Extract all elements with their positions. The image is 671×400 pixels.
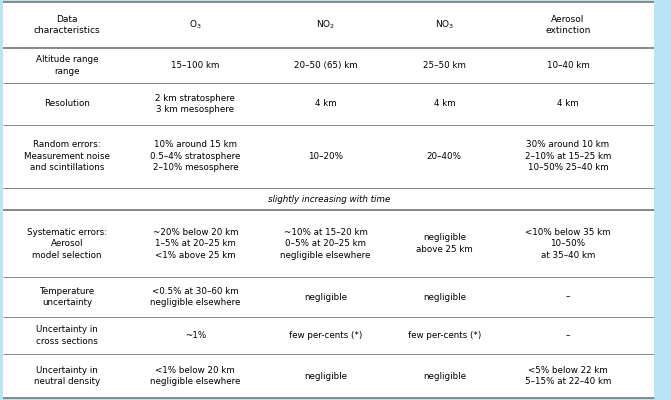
- Text: Systematic errors:
Aerosol
model selection: Systematic errors: Aerosol model selecti…: [27, 228, 107, 260]
- Text: ~20% below 20 km
1–5% at 20–25 km
<1% above 25 km: ~20% below 20 km 1–5% at 20–25 km <1% ab…: [152, 228, 238, 260]
- Text: 10–20%: 10–20%: [308, 152, 343, 161]
- Text: negligible: negligible: [304, 292, 347, 302]
- Text: Resolution: Resolution: [44, 100, 90, 108]
- Text: Aerosol
extinction: Aerosol extinction: [546, 14, 590, 35]
- Text: ~10% at 15–20 km
0–5% at 20–25 km
negligible elsewhere: ~10% at 15–20 km 0–5% at 20–25 km neglig…: [280, 228, 370, 260]
- Text: 20–40%: 20–40%: [427, 152, 462, 161]
- Text: Uncertainty in
cross sections: Uncertainty in cross sections: [36, 326, 98, 346]
- Text: negligible: negligible: [423, 292, 466, 302]
- Text: 10–40 km: 10–40 km: [547, 61, 589, 70]
- Text: NO$_2$: NO$_2$: [316, 18, 336, 31]
- Text: 4 km: 4 km: [315, 100, 336, 108]
- Text: 30% around 10 km
2–10% at 15–25 km
10–50% 25–40 km: 30% around 10 km 2–10% at 15–25 km 10–50…: [525, 140, 611, 172]
- Text: O$_3$: O$_3$: [189, 18, 202, 31]
- Text: 20–50 (65) km: 20–50 (65) km: [294, 61, 358, 70]
- Text: Uncertainty in
neutral density: Uncertainty in neutral density: [34, 366, 100, 386]
- Text: few per-cents (*): few per-cents (*): [407, 331, 481, 340]
- Text: NO$_3$: NO$_3$: [435, 18, 454, 31]
- Text: <0.5% at 30–60 km
negligible elsewhere: <0.5% at 30–60 km negligible elsewhere: [150, 287, 240, 307]
- Text: Temperature
uncertainty: Temperature uncertainty: [39, 287, 95, 307]
- Text: –: –: [566, 331, 570, 340]
- Text: negligible: negligible: [423, 372, 466, 381]
- Text: few per-cents (*): few per-cents (*): [289, 331, 362, 340]
- Text: <1% below 20 km
negligible elsewhere: <1% below 20 km negligible elsewhere: [150, 366, 240, 386]
- Text: negligible: negligible: [304, 372, 347, 381]
- Text: –: –: [566, 292, 570, 302]
- Text: 25–50 km: 25–50 km: [423, 61, 466, 70]
- Text: 4 km: 4 km: [557, 100, 579, 108]
- Text: Data
characteristics: Data characteristics: [34, 14, 100, 35]
- Text: negligible
above 25 km: negligible above 25 km: [416, 233, 472, 254]
- Text: 4 km: 4 km: [433, 100, 455, 108]
- Text: <5% below 22 km
5–15% at 22–40 km: <5% below 22 km 5–15% at 22–40 km: [525, 366, 611, 386]
- Text: 15–100 km: 15–100 km: [171, 61, 219, 70]
- Text: 2 km stratosphere
3 km mesosphere: 2 km stratosphere 3 km mesosphere: [156, 94, 236, 114]
- Text: ~1%: ~1%: [185, 331, 206, 340]
- Text: Random errors:
Measurement noise
and scintillations: Random errors: Measurement noise and sci…: [24, 140, 110, 172]
- Text: slightly increasing with time: slightly increasing with time: [268, 194, 390, 204]
- Text: <10% below 35 km
10–50%
at 35–40 km: <10% below 35 km 10–50% at 35–40 km: [525, 228, 611, 260]
- Text: 10% around 15 km
0.5–4% stratosphere
2–10% mesosphere: 10% around 15 km 0.5–4% stratosphere 2–1…: [150, 140, 240, 172]
- Text: Altitude range
range: Altitude range range: [36, 55, 98, 76]
